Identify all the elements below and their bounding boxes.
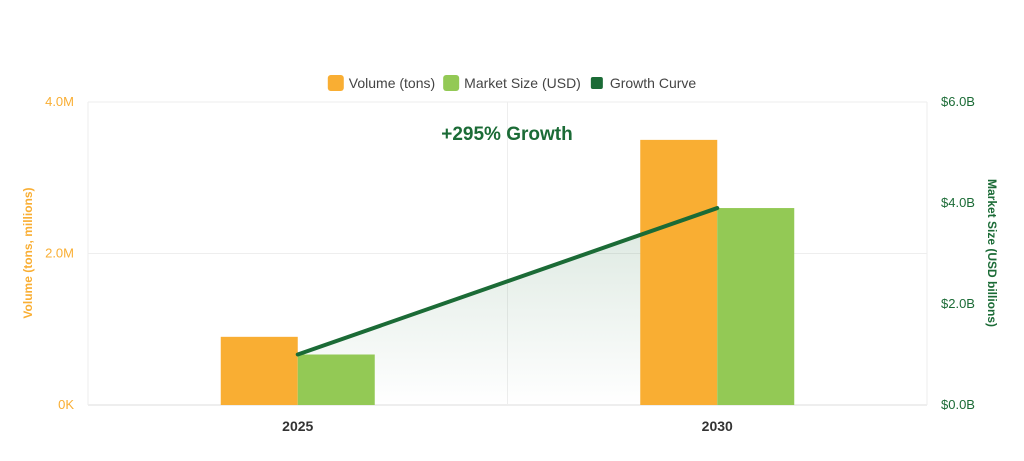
- category-label: 2025: [282, 418, 313, 434]
- right-axis-ticks: $0.0B $2.0B $4.0B $6.0B: [941, 94, 975, 412]
- right-tick-label: $2.0B: [941, 296, 975, 311]
- growth-area: [297, 208, 718, 405]
- legend-swatch-market-size: [443, 75, 460, 91]
- legend: Volume (tons) Market Size (USD) Growth Cur…: [327, 75, 697, 91]
- left-tick-label: 0K: [58, 397, 74, 412]
- bar-market-size-2030: [717, 208, 795, 405]
- right-axis-title: Market Size (USD billions): [985, 179, 999, 327]
- left-axis-title: Volume (tons, millions): [21, 187, 35, 318]
- bar-volume-2025: [220, 336, 298, 405]
- left-tick-label: 4.0M: [45, 94, 74, 109]
- right-tick-label: $6.0B: [941, 94, 975, 109]
- legend-swatch-growth-curve: [590, 77, 603, 89]
- bar-volume-2030: [640, 139, 718, 405]
- growth-curve-line: [295, 206, 720, 357]
- left-tick-label: 2.0M: [45, 246, 74, 261]
- right-tick-label: $0.0B: [941, 397, 975, 412]
- legend-label: Market Size (USD): [464, 75, 581, 91]
- bar-market-size-2025: [297, 354, 375, 405]
- category-label: 2030: [702, 418, 733, 434]
- legend-label: Growth Curve: [610, 75, 697, 91]
- right-tick-label: $4.0B: [941, 195, 975, 210]
- left-axis-ticks: 0K 2.0M 4.0M: [45, 94, 74, 412]
- bars: [220, 139, 795, 405]
- category-labels: 2025 2030: [282, 418, 733, 434]
- legend-label: Volume (tons): [349, 75, 435, 91]
- legend-swatch-volume: [327, 75, 344, 91]
- growth-annotation: +295% Growth: [441, 124, 572, 145]
